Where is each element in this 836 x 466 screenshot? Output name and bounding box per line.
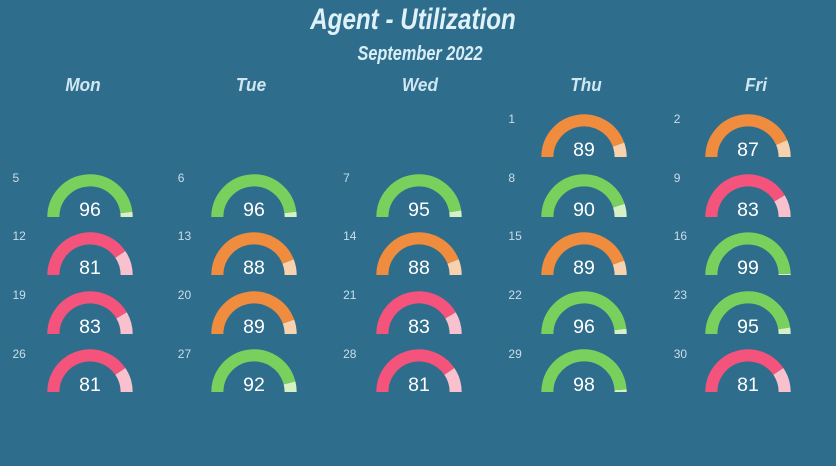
svg-text:92: 92 [243, 374, 265, 394]
svg-text:90: 90 [573, 199, 595, 219]
svg-text:96: 96 [573, 315, 595, 335]
svg-text:89: 89 [573, 257, 595, 277]
svg-text:95: 95 [737, 315, 759, 335]
svg-text:96: 96 [79, 199, 101, 219]
svg-text:89: 89 [243, 315, 265, 335]
svg-text:83: 83 [79, 315, 101, 335]
svg-text:95: 95 [408, 199, 430, 219]
svg-text:87: 87 [737, 139, 759, 159]
svg-text:81: 81 [737, 374, 759, 394]
svg-text:88: 88 [243, 257, 265, 277]
svg-text:88: 88 [408, 257, 430, 277]
svg-text:99: 99 [737, 257, 759, 277]
svg-text:83: 83 [737, 199, 759, 219]
svg-text:81: 81 [408, 374, 430, 394]
svg-text:83: 83 [408, 315, 430, 335]
svg-text:98: 98 [573, 374, 595, 394]
svg-text:81: 81 [79, 374, 101, 394]
svg-text:81: 81 [79, 257, 101, 277]
svg-text:89: 89 [573, 139, 595, 159]
svg-text:96: 96 [243, 199, 265, 219]
